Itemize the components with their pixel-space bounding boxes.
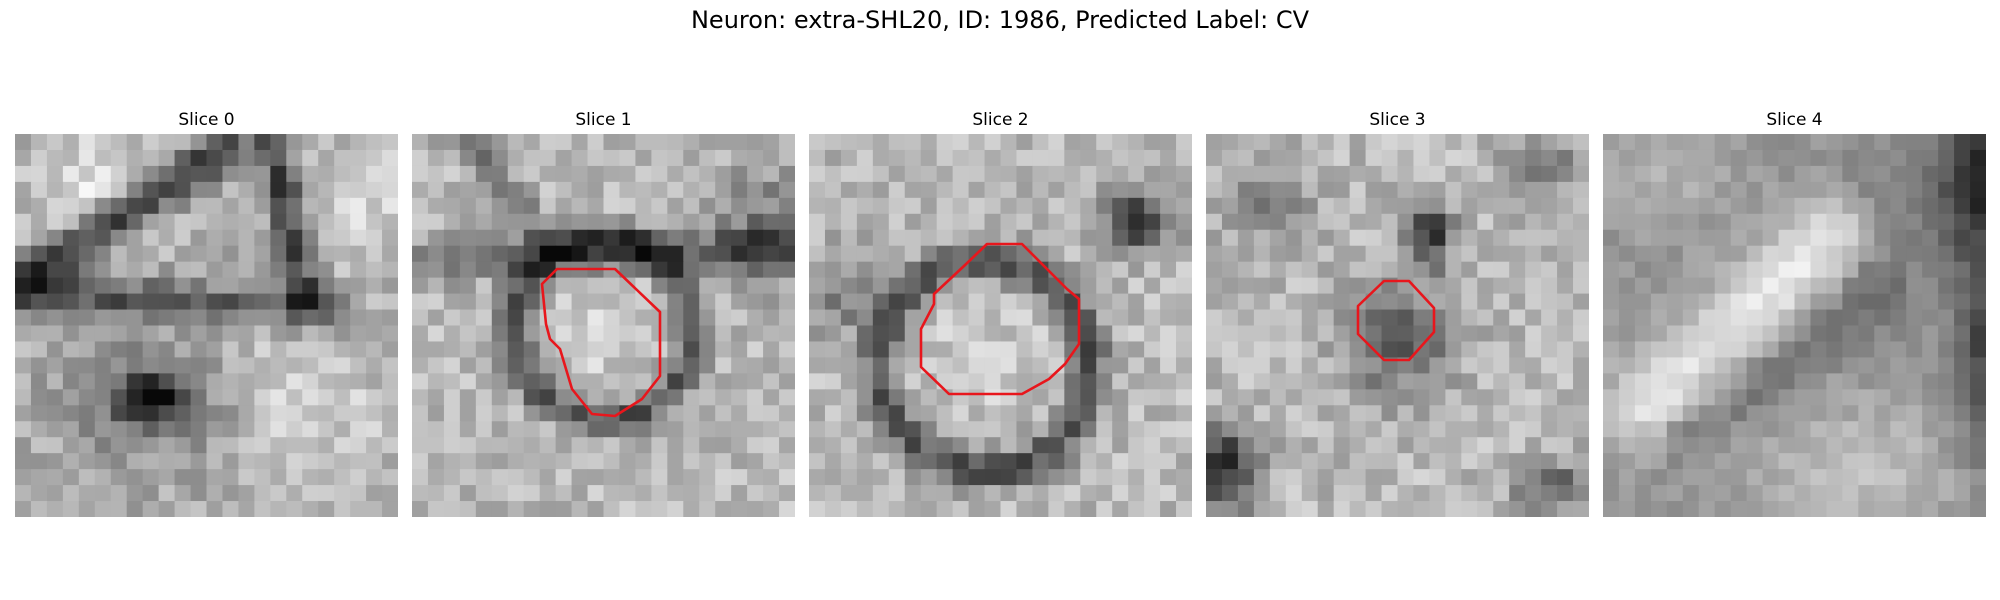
slice-panel-3: Slice 3: [1206, 108, 1589, 517]
slice-title: Slice 1: [575, 110, 632, 130]
slice-panel-2: Slice 2: [809, 108, 1192, 517]
slice-title: Slice 3: [1369, 110, 1426, 130]
slice-panel-4: Slice 4: [1603, 108, 1986, 517]
slice-title: Slice 0: [178, 110, 235, 130]
figure-title: Neuron: extra-SHL20, ID: 1986, Predicted…: [690, 6, 1310, 34]
slice-image-2: [809, 134, 1192, 517]
slice-image-3: [1206, 134, 1589, 517]
slice-image-0: [15, 134, 398, 517]
roi-contour: [919, 242, 1081, 396]
slice-image-1: [412, 134, 795, 517]
slice-image-4: [1603, 134, 1986, 517]
slice-title: Slice 2: [972, 110, 1029, 130]
roi-contour: [540, 267, 662, 418]
roi-contour: [1356, 279, 1436, 362]
slice-panel-1: Slice 1: [412, 108, 795, 517]
slice-title: Slice 4: [1766, 110, 1823, 130]
slice-panel-0: Slice 0: [15, 108, 398, 517]
